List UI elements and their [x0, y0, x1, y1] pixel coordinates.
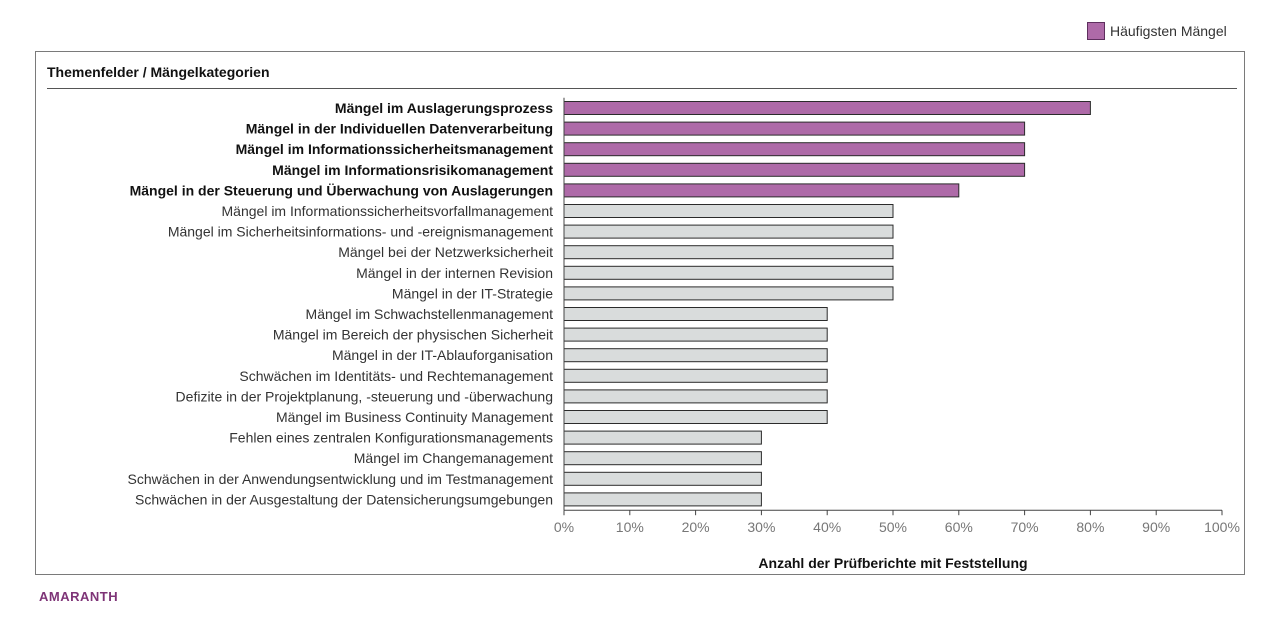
bar-15 [563, 389, 828, 404]
category-label-13: Mängel in der IT-Ablauforganisation [332, 347, 553, 363]
bar-5 [563, 183, 960, 198]
category-label-10: Mängel in der IT-Strategie [392, 285, 553, 301]
bars-layer [563, 101, 1091, 507]
x-tick-label-5: 50% [879, 519, 907, 535]
bar-14 [563, 368, 828, 383]
x-tick-label-6: 60% [945, 519, 973, 535]
category-label-2: Mängel in der Individuellen Datenverarbe… [246, 121, 553, 137]
x-axis-title: Anzahl der Prüfberichte mit Feststellung [758, 555, 1027, 571]
bar-8 [563, 245, 894, 260]
category-label-1: Mängel im Auslagerungsprozess [335, 100, 553, 116]
title-divider [47, 88, 1237, 89]
x-tick-label-7: 70% [1011, 519, 1039, 535]
bar-19 [563, 471, 762, 486]
x-tick-label-4: 40% [813, 519, 841, 535]
x-tick-label-3: 30% [747, 519, 775, 535]
category-labels: Mängel im Auslagerungsprozess Mängel in d… [128, 100, 554, 507]
bar-12 [563, 327, 828, 342]
bar-6 [563, 204, 894, 218]
bar-1 [563, 101, 1091, 115]
category-label-14: Schwächen im Identitäts- und Rechtemanag… [239, 368, 553, 384]
bar-20 [563, 492, 762, 507]
bar-17 [563, 430, 762, 445]
bar-11 [563, 307, 828, 321]
legend: Häufigsten Mängel [1087, 21, 1227, 41]
category-label-20: Schwächen in der Ausgestaltung der Daten… [135, 491, 553, 507]
category-label-15: Defizite in der Projektplanung, -steueru… [176, 388, 553, 404]
category-label-17: Fehlen eines zentralen Konfigurationsman… [229, 430, 553, 446]
x-tick-label-10: 100% [1204, 519, 1240, 535]
x-tick-label-2: 20% [682, 519, 710, 535]
chart-frame [35, 51, 1245, 575]
brand-logo-text: AMARANTH [39, 589, 119, 604]
category-label-11: Mängel im Schwachstellenmanagement [306, 306, 554, 322]
category-label-3: Mängel im Informationssicherheitsmanagem… [236, 141, 554, 157]
bar-9 [563, 265, 894, 280]
x-tick-label-0: 0% [554, 519, 574, 535]
bar-3 [563, 142, 1026, 157]
category-label-12: Mängel im Bereich der physischen Sicherh… [273, 327, 553, 343]
legend-label: Häufigsten Mängel [1110, 23, 1227, 39]
bar-13 [563, 348, 828, 363]
x-axis: 0% 10% 20% 30% 40% 50% 60% 70% 80% 90% 100% [554, 97, 1240, 535]
bar-4 [563, 162, 1026, 177]
bar-10 [563, 286, 894, 301]
bar-7 [563, 224, 894, 239]
category-label-19: Schwächen in der Anwendungsentwicklung u… [128, 471, 554, 487]
category-label-8: Mängel bei der Netzwerksicherheit [338, 244, 553, 260]
category-label-18: Mängel im Changemanagement [354, 450, 553, 466]
x-tick-label-8: 80% [1076, 519, 1104, 535]
category-label-16: Mängel im Business Continuity Management [276, 409, 553, 425]
legend-swatch [1087, 22, 1105, 40]
category-label-4: Mängel im Informationsrisikomanagement [272, 162, 553, 178]
category-label-9: Mängel in der internen Revision [356, 265, 553, 281]
bar-2 [563, 121, 1026, 136]
bar-16 [563, 410, 828, 424]
category-label-6: Mängel im Informationssicherheitsvorfall… [222, 203, 554, 219]
category-label-5: Mängel in der Steuerung und Überwachung … [130, 182, 553, 198]
x-tick-label-1: 10% [616, 519, 644, 535]
bar-18 [563, 451, 762, 466]
x-tick-label-9: 90% [1142, 519, 1170, 535]
category-label-7: Mängel im Sicherheitsinformations- und -… [168, 224, 553, 240]
section-title: Themenfelder / Mängelkategorien [47, 64, 270, 80]
